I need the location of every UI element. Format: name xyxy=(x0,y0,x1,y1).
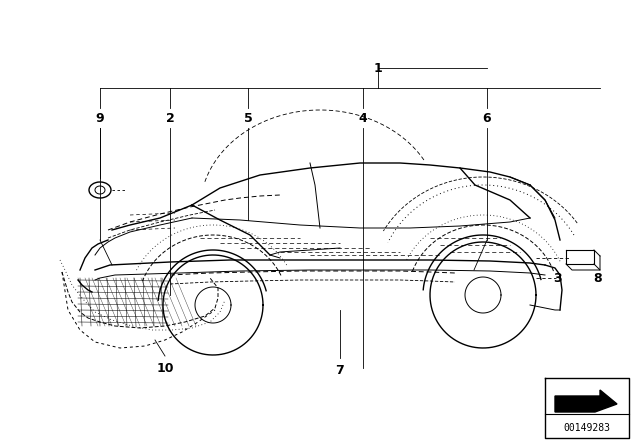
Text: 8: 8 xyxy=(594,271,602,284)
Text: 5: 5 xyxy=(244,112,252,125)
Text: 2: 2 xyxy=(166,112,174,125)
Text: 1: 1 xyxy=(374,61,382,74)
Text: 4: 4 xyxy=(358,112,367,125)
Text: 10: 10 xyxy=(156,362,173,375)
Text: 3: 3 xyxy=(554,271,563,284)
Polygon shape xyxy=(555,390,617,412)
Text: 6: 6 xyxy=(483,112,492,125)
Text: 00149283: 00149283 xyxy=(563,423,611,433)
Text: 9: 9 xyxy=(96,112,104,125)
Text: 7: 7 xyxy=(335,363,344,376)
